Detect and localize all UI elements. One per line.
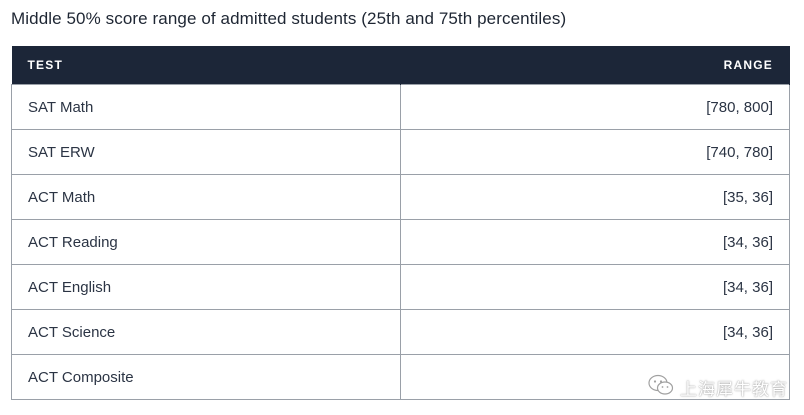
test-name-cell: SAT Math [11,84,401,130]
score-range-cell [400,354,790,400]
score-range-cell: [35, 36] [400,174,790,220]
score-range-cell: [34, 36] [400,309,790,355]
column-header-range: RANGE [400,46,790,85]
score-range-cell: [780, 800] [400,84,790,130]
watermark: 上海犀牛教育 [648,374,788,401]
page-title: Middle 50% score range of admitted stude… [11,9,567,28]
test-name-cell: SAT ERW [11,129,401,175]
test-name-cell: ACT Reading [11,219,401,265]
table-header-row: TEST RANGE [11,46,790,85]
score-range-cell: [34, 36] [400,264,790,310]
wechat-icon [648,374,674,401]
column-header-test: TEST [11,46,401,85]
table-row: SAT ERW [740, 780] [11,129,790,175]
score-range-cell: [34, 36] [400,219,790,265]
score-range-table: TEST RANGE SAT Math [780, 800] SAT ERW [… [11,46,790,400]
table-row: ACT Composite [11,354,790,400]
test-name-cell: ACT Science [11,309,401,355]
test-name-cell: ACT Math [11,174,401,220]
table-row: ACT Reading [34, 36] [11,219,790,265]
test-name-cell: ACT Composite [11,354,401,400]
table-row: ACT English [34, 36] [11,264,790,310]
test-name-cell: ACT English [11,264,401,310]
table-row: ACT Science [34, 36] [11,309,790,355]
score-range-cell: [740, 780] [400,129,790,175]
table-row: ACT Math [35, 36] [11,174,790,220]
table-row: SAT Math [780, 800] [11,84,790,130]
watermark-text: 上海犀牛教育 [680,380,788,400]
